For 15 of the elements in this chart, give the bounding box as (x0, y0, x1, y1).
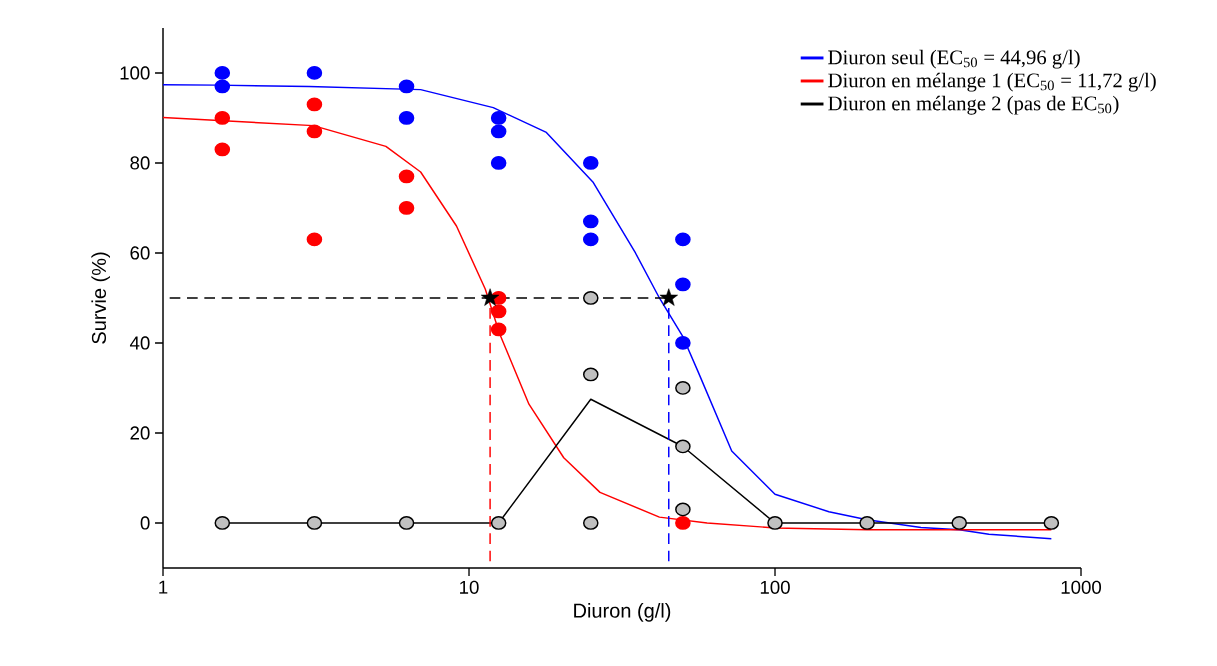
x-tick-label: 1000 (1061, 580, 1102, 594)
y-tick-label: 20 (130, 426, 150, 440)
y-tick-label: 60 (130, 246, 150, 260)
y-axis-title: Survie (%) (91, 252, 110, 344)
legend-label: Diuron en mélange 1 (EC$_{50}$ = 11,72 g/l) (828, 72, 1156, 92)
legend-label: Diuron en mélange 2 (pas de EC$_{50}$) (828, 95, 1119, 115)
y-tick-label: 80 (130, 156, 150, 170)
legend-label: Diuron seul (EC$_{50}$ = 44,96 g/l) (828, 49, 1080, 69)
x-axis-title: Diuron (g/l) (574, 603, 671, 622)
x-tick-label: 10 (460, 580, 479, 594)
x-tick-label: 1 (159, 580, 168, 594)
y-tick-label: 100 (120, 66, 150, 80)
y-tick-label: 0 (140, 516, 150, 530)
y-tick-label: 40 (129, 336, 150, 350)
x-tick-label: 100 (760, 580, 790, 594)
